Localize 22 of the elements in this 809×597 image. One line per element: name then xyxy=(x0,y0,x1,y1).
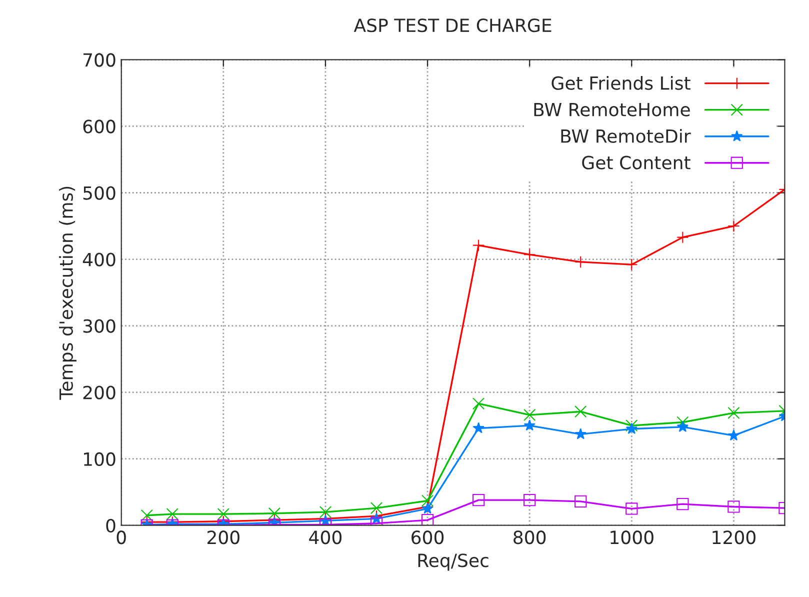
chart-title: ASP TEST DE CHARGE xyxy=(354,18,552,32)
y-tick-label: 200 xyxy=(83,386,116,400)
legend-label: Get Content xyxy=(582,156,690,170)
x-tick-label: 200 xyxy=(208,530,240,544)
y-tick-label: 300 xyxy=(83,319,116,333)
x-tick-label: 1000 xyxy=(610,530,654,544)
x-tick-label: 800 xyxy=(514,530,546,544)
y-tick-label: 500 xyxy=(83,186,116,200)
x-tick-label: 600 xyxy=(412,530,444,544)
legend-label: BW RemoteDir xyxy=(561,128,691,143)
legend-label: Get Friends List xyxy=(552,76,690,90)
y-tick-label: 600 xyxy=(83,120,116,134)
y-tick-label: 400 xyxy=(82,252,116,266)
y-tick-label: 0 xyxy=(106,518,116,532)
y-axis-title: Temps d'execution (ms) xyxy=(58,186,76,400)
x-tick-label: 400 xyxy=(309,530,342,544)
legend-label: BW RemoteHome xyxy=(534,103,690,116)
x-tick-label: 1200 xyxy=(712,530,756,544)
y-tick-label: 100 xyxy=(84,452,116,466)
x-axis-title: Req/Sec xyxy=(418,554,488,571)
x-tick-label: 0 xyxy=(116,530,126,544)
y-tick-label: 700 xyxy=(84,53,116,67)
